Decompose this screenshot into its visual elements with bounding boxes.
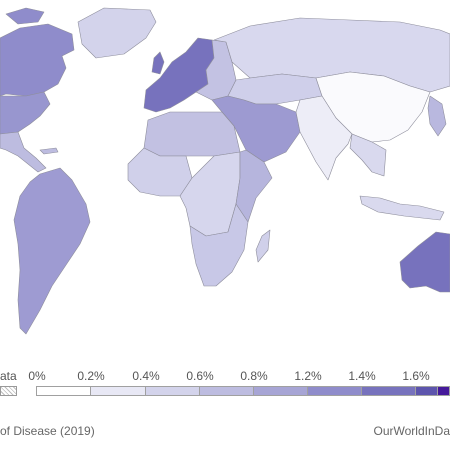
no-data-label: ata — [0, 369, 17, 383]
no-data-swatch — [0, 386, 17, 396]
region-arctic-islands[interactable] — [5, 7, 45, 25]
legend-bin[interactable] — [36, 386, 91, 396]
legend-tick-label: 1.6% — [402, 369, 430, 383]
region-greenland[interactable] — [77, 7, 157, 59]
region-caribbean[interactable] — [39, 147, 59, 155]
legend-tick-label: 0.6% — [186, 369, 214, 383]
region-south-america[interactable] — [13, 167, 91, 335]
legend-bin[interactable] — [200, 386, 254, 396]
legend-tick-label: 0% — [28, 369, 46, 383]
source-note: of Disease (2019) — [0, 424, 95, 438]
region-madagascar[interactable] — [255, 229, 271, 263]
region-north-africa[interactable] — [143, 111, 241, 157]
legend-bin[interactable] — [91, 386, 146, 396]
color-legend — [36, 386, 450, 396]
legend-tick-label: 0.2% — [77, 369, 105, 383]
legend-tick-label: 0.4% — [132, 369, 160, 383]
legend-bin[interactable] — [254, 386, 308, 396]
region-uk[interactable] — [151, 51, 165, 75]
legend-bin[interactable] — [416, 386, 438, 396]
legend-tick-label: 1.4% — [348, 369, 376, 383]
region-east-africa[interactable] — [235, 149, 273, 223]
region-southern-africa[interactable] — [189, 203, 249, 287]
region-indonesia[interactable] — [359, 195, 445, 221]
region-australia[interactable] — [399, 231, 450, 293]
region-mexico-central-america[interactable] — [0, 131, 47, 173]
legend-bin[interactable] — [438, 386, 450, 396]
legend-tick-label: 1.2% — [294, 369, 322, 383]
brand-link[interactable]: OurWorldInDa — [373, 424, 450, 438]
legend-bin[interactable] — [308, 386, 362, 396]
legend-bin[interactable] — [362, 386, 416, 396]
region-south-asia[interactable] — [295, 95, 353, 181]
region-southeast-asia[interactable] — [349, 133, 387, 177]
legend-bin[interactable] — [146, 386, 200, 396]
legend-tick-label: 0.8% — [240, 369, 268, 383]
region-canada[interactable] — [0, 23, 75, 97]
world-map — [0, 7, 450, 335]
region-japan-korea[interactable] — [427, 95, 447, 137]
